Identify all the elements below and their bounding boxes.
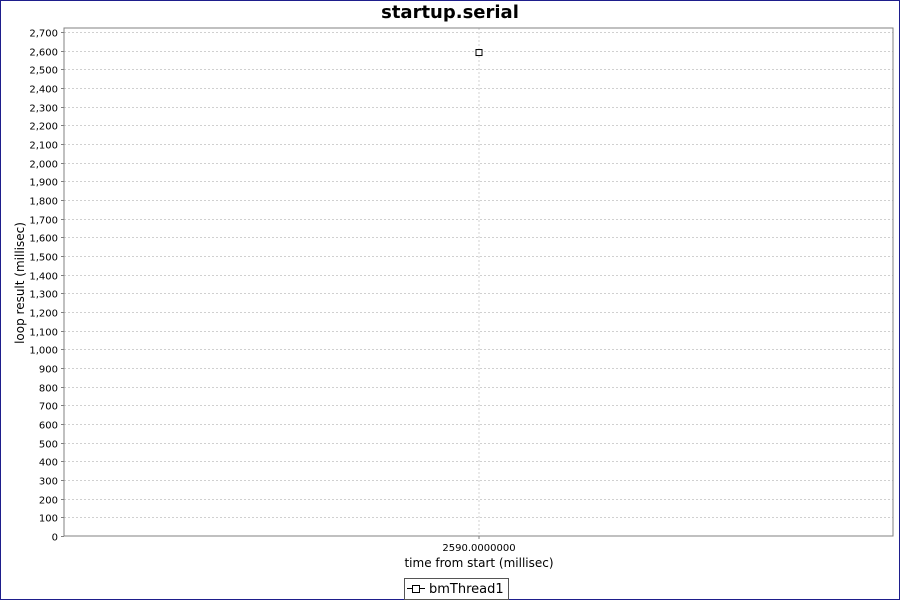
y-tick-label: 100 (39, 514, 58, 525)
y-tick-label: 2,700 (29, 29, 58, 40)
x-axis-ticks: 2590.0000000 (442, 536, 516, 554)
y-axis-ticks: 0 100 200 300 400 500 600 700 800 900 1,000 1,100 1,… (29, 29, 64, 544)
y-tick-label: 1,500 (29, 253, 58, 264)
y-tick-label: 1,900 (29, 178, 58, 189)
y-tick-label: 2,400 (29, 85, 58, 96)
y-tick-label: 900 (39, 365, 58, 376)
y-tick-label: 2,300 (29, 104, 58, 115)
y-tick-label: 700 (39, 402, 58, 413)
y-tick-label: 800 (39, 384, 58, 395)
y-tick-label: 2,200 (29, 122, 58, 133)
y-tick-label: 1,300 (29, 290, 58, 301)
y-tick-label: 2,500 (29, 66, 58, 77)
y-tick-label: 1,400 (29, 272, 58, 283)
y-tick-label: 500 (39, 440, 58, 451)
legend-label: bmThread1 (429, 581, 504, 597)
chart-title: startup.serial (381, 2, 519, 23)
y-tick-label: 1,800 (29, 197, 58, 208)
y-tick-label: 2,000 (29, 160, 58, 171)
y-tick-label: 200 (39, 496, 58, 507)
y-tick-label: 600 (39, 421, 58, 432)
y-tick-label: 1,100 (29, 328, 58, 339)
y-tick-label: 1,200 (29, 309, 58, 320)
legend: bmThread1 (404, 578, 509, 600)
y-tick-label: 0 (52, 533, 58, 544)
y-tick-label: 2,600 (29, 48, 58, 59)
y-axis-label: loop result (millisec) (13, 222, 27, 344)
grid-layer (64, 28, 893, 536)
y-tick-label: 300 (39, 477, 58, 488)
x-tick-label: 2590.0000000 (442, 543, 515, 554)
data-point-square (475, 49, 483, 57)
y-tick-label: 1,700 (29, 216, 58, 227)
data-points (475, 49, 483, 57)
y-tick-label: 2,100 (29, 141, 58, 152)
x-axis-label: time from start (millisec) (404, 556, 554, 570)
legend-square-marker-icon (407, 583, 425, 595)
y-tick-label: 1,000 (29, 346, 58, 357)
y-tick-label: 400 (39, 458, 58, 469)
y-tick-label: 1,600 (29, 234, 58, 245)
